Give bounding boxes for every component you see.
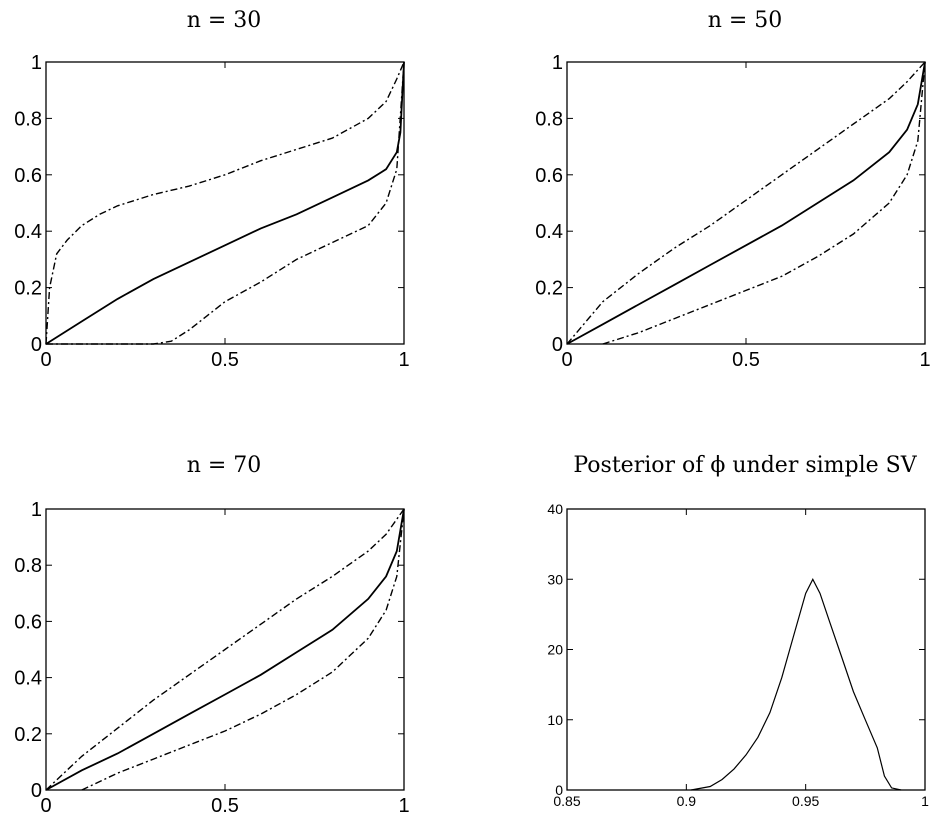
y-tick-label: 0.6	[14, 611, 42, 633]
y-tick-label: 0	[31, 334, 42, 356]
x-tick-label: 0.85	[553, 793, 580, 809]
x-tick-label: 0.95	[792, 793, 819, 809]
dashdot-curve-2	[46, 61, 405, 345]
y-tick-label: 0.6	[535, 165, 563, 187]
x-tick-label: 0	[40, 795, 51, 815]
solid-curve	[566, 61, 926, 345]
y-tick-label: 0.2	[14, 278, 42, 300]
y-tick-label: 0.4	[14, 668, 42, 690]
y-tick-label: 0.4	[535, 221, 563, 243]
chart-title: n = 70	[187, 453, 262, 478]
y-tick-label: 0.8	[14, 555, 42, 577]
plot-frame	[566, 61, 926, 345]
y-tick-label: 0	[31, 780, 42, 802]
y-tick-label: 20	[547, 642, 563, 658]
y-tick-label: 30	[547, 571, 563, 587]
y-tick-label: 1	[31, 52, 42, 74]
dashdot-curve-2	[602, 61, 926, 345]
plot-frame	[45, 61, 405, 345]
y-tick-label: 0	[552, 334, 563, 356]
x-tick-label: 0.9	[677, 793, 697, 809]
x-tick-label: 0.5	[211, 795, 239, 815]
chart-n50: n = 50 0 0.5 1 0 0.2 0.4 0.6 0.8 1	[535, 8, 930, 371]
x-tick-label: 1	[919, 349, 930, 371]
y-tick-label: 0	[555, 782, 563, 798]
x-tick-label: 0	[561, 349, 572, 371]
x-tick-label: 1	[921, 793, 929, 809]
y-tick-label: 0.8	[14, 108, 42, 130]
x-tick-label: 0	[40, 349, 51, 371]
y-tick-label: 1	[31, 499, 42, 521]
chart-title: n = 30	[187, 8, 262, 33]
x-tick-label: 1	[398, 349, 409, 371]
chart-title: n = 50	[708, 8, 783, 33]
dashdot-curve-1	[566, 61, 926, 345]
y-tick-label: 0.6	[14, 165, 42, 187]
dashdot-curve-2	[81, 508, 405, 791]
y-tick-label: 40	[547, 501, 563, 517]
dashdot-curve-1	[45, 508, 405, 791]
density-curve	[690, 577, 902, 791]
chart-posterior-phi: Posterior of ϕ under simple SV 0.85 0.9 0.…	[547, 453, 929, 809]
plot-frame	[566, 508, 926, 791]
solid-curve	[45, 508, 405, 791]
y-tick-label: 10	[547, 712, 563, 728]
y-tick-label: 0.2	[535, 278, 563, 300]
chart-title: Posterior of ϕ under simple SV	[573, 453, 917, 478]
y-tick-label: 1	[552, 52, 563, 74]
solid-curve	[45, 61, 405, 345]
x-tick-label: 0.5	[732, 349, 760, 371]
dashdot-curve-1	[45, 61, 405, 345]
y-tick-label: 0.4	[14, 221, 42, 243]
chart-n70: n = 70 0 0.5 1 0 0.2 0.4 0.6 0.8 1	[14, 453, 409, 815]
y-tick-label: 0.8	[535, 108, 563, 130]
x-tick-label: 1	[398, 795, 409, 815]
x-tick-label: 0.5	[211, 349, 239, 371]
chart-n30: n = 30 0 0.5 1 0 0.2 0.4 0.6 0.8 1	[14, 8, 409, 371]
y-tick-label: 0.2	[14, 724, 42, 746]
